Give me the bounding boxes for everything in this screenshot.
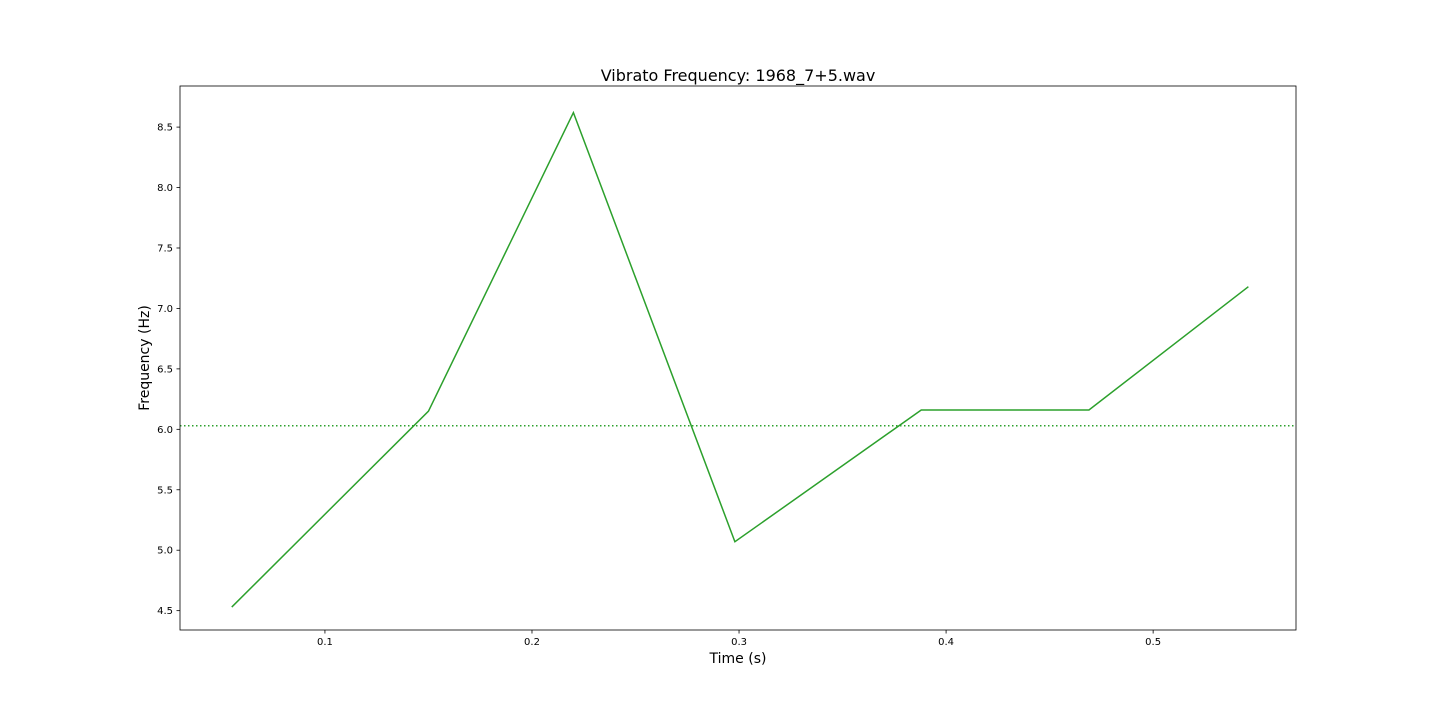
x-axis-label: Time (s) <box>709 651 767 667</box>
y-tick-label: 5.5 <box>157 485 173 496</box>
y-tick-label: 5.0 <box>157 546 173 557</box>
y-tick-label: 4.5 <box>157 606 173 617</box>
y-tick-label: 8.5 <box>157 123 173 134</box>
axes-frame <box>179 85 1297 631</box>
x-tick-label: 0.3 <box>731 637 747 648</box>
plot-area: 0.1 0.2 0.3 0.4 0.5 4.5 5.0 5.5 6.0 6.5 7.0 7.5 8.0 8… <box>157 85 1297 648</box>
y-tick-label: 7.0 <box>157 304 173 315</box>
y-tick-label: 6.0 <box>157 425 173 436</box>
x-tick-label: 0.5 <box>1145 637 1161 648</box>
y-tick-label: 6.5 <box>157 364 173 375</box>
series-line <box>231 110 1249 608</box>
y-tick-label: 8.0 <box>157 183 173 194</box>
y-tick-label: 7.5 <box>157 243 173 254</box>
y-axis-label: Frequency (Hz) <box>137 305 153 411</box>
x-tick-label: 0.4 <box>938 637 954 648</box>
x-tick-label: 0.1 <box>317 637 333 648</box>
x-tick-label: 0.2 <box>524 637 540 648</box>
chart-title: Vibrato Frequency: 1968_7+5.wav <box>601 66 876 86</box>
